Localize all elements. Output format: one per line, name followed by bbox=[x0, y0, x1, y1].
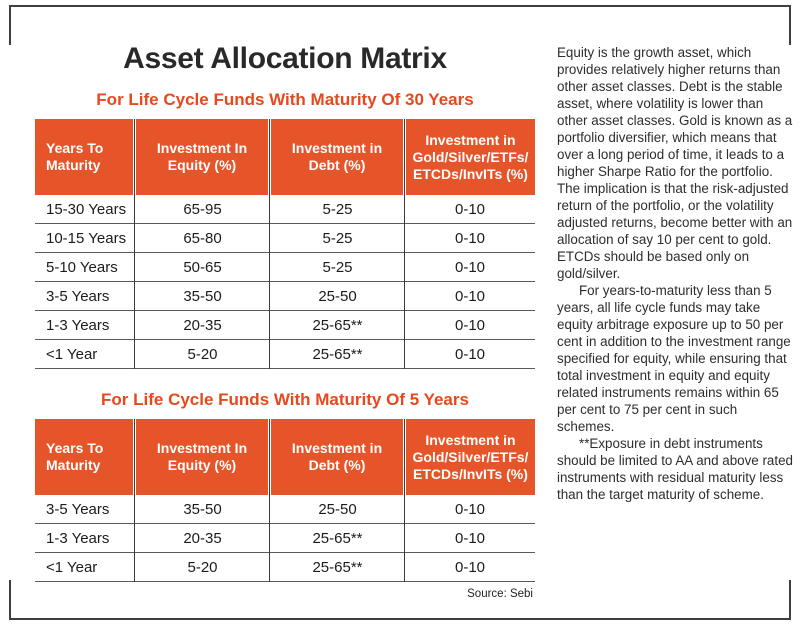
table-cell: 3-5 Years bbox=[46, 500, 110, 518]
column-header: Investment in Debt (%) bbox=[271, 419, 403, 495]
table-cell: 20-35 bbox=[183, 529, 222, 547]
table-cell: 20-35 bbox=[183, 316, 222, 334]
table-cell: 25-50 bbox=[318, 287, 357, 305]
page-title: Asset Allocation Matrix bbox=[123, 42, 447, 75]
frame-border-left-bottom-stub bbox=[9, 580, 11, 620]
column-divider bbox=[134, 419, 135, 582]
table-cell: 35-50 bbox=[183, 500, 222, 518]
table-cell: 5-25 bbox=[322, 229, 353, 247]
table-cell: 10-15 Years bbox=[46, 229, 127, 247]
table-row: <1 Year 5-20 25-65** 0-10 bbox=[35, 340, 535, 369]
tables-column: Asset Allocation Matrix For Life Cycle F… bbox=[35, 42, 535, 600]
table-row: 1-3 Years 20-35 25-65** 0-10 bbox=[35, 311, 535, 340]
table-cell: 65-80 bbox=[183, 229, 222, 247]
frame-border-right-bottom-stub bbox=[789, 580, 791, 620]
column-divider bbox=[134, 119, 135, 369]
table-header-row: Years To Maturity Investment In Equity (… bbox=[35, 419, 535, 495]
frame-border-left-top-stub bbox=[9, 5, 11, 45]
table-row: 15-30 Years 65-95 5-25 0-10 bbox=[35, 195, 535, 224]
column-header: Years To Maturity bbox=[35, 419, 133, 495]
table-header-row: Years To Maturity Investment In Equity (… bbox=[35, 119, 535, 195]
table-cell: 5-25 bbox=[322, 200, 353, 218]
frame-border-bottom bbox=[9, 618, 791, 620]
table-row: 5-10 Years 50-65 5-25 0-10 bbox=[35, 253, 535, 282]
table-cell: 50-65 bbox=[183, 258, 222, 276]
table-cell: 0-10 bbox=[454, 345, 486, 363]
table-cell: 0-10 bbox=[454, 200, 486, 218]
table-cell: 0-10 bbox=[454, 287, 486, 305]
frame-border-top bbox=[9, 5, 791, 7]
table-cell: 0-10 bbox=[454, 258, 486, 276]
table-cell: 5-20 bbox=[187, 558, 218, 576]
table-cell: 0-10 bbox=[454, 558, 486, 576]
table-cell: 5-25 bbox=[322, 258, 353, 276]
table-row: 3-5 Years 35-50 25-50 0-10 bbox=[35, 495, 535, 524]
paragraph-asset-roles: Equity is the growth asset, which provid… bbox=[557, 45, 793, 281]
table1-caption: For Life Cycle Funds With Maturity Of 30… bbox=[96, 90, 474, 109]
table-cell: 15-30 Years bbox=[46, 200, 127, 218]
table-cell: 25-65** bbox=[312, 345, 363, 363]
table-cell: 1-3 Years bbox=[46, 529, 110, 547]
table-cell: 25-50 bbox=[318, 500, 357, 518]
table-cell: 0-10 bbox=[454, 229, 486, 247]
column-header: Investment in Gold/Silver/ETFs/ ETCDs/In… bbox=[406, 419, 535, 495]
table-maturity-30-years: Years To Maturity Investment In Equity (… bbox=[35, 119, 535, 369]
column-divider bbox=[404, 119, 405, 369]
table-row: <1 Year 5-20 25-65** 0-10 bbox=[35, 553, 535, 582]
table-cell: <1 Year bbox=[46, 345, 98, 363]
table-cell: 1-3 Years bbox=[46, 316, 110, 334]
column-header: Investment in Debt (%) bbox=[271, 119, 403, 195]
table-cell: 25-65** bbox=[312, 529, 363, 547]
table-cell: 35-50 bbox=[183, 287, 222, 305]
table-cell: 0-10 bbox=[454, 529, 486, 547]
explanatory-text-column: Equity is the growth asset, which provid… bbox=[557, 44, 797, 503]
table-cell: 5-10 Years bbox=[46, 258, 118, 276]
paragraph-arbitrage-rule: For years-to-maturity less than 5 years,… bbox=[557, 283, 791, 434]
table-cell: <1 Year bbox=[46, 558, 98, 576]
column-header: Investment In Equity (%) bbox=[136, 119, 268, 195]
column-header: Investment in Gold/Silver/ETFs/ ETCDs/In… bbox=[406, 119, 535, 195]
table-maturity-5-years: Years To Maturity Investment In Equity (… bbox=[35, 419, 535, 582]
table-cell: 5-20 bbox=[187, 345, 218, 363]
table-cell: 0-10 bbox=[454, 500, 486, 518]
column-header: Years To Maturity bbox=[35, 119, 133, 195]
column-divider bbox=[269, 419, 270, 582]
source-credit: Source: Sebi bbox=[467, 588, 533, 600]
table-row: 1-3 Years 20-35 25-65** 0-10 bbox=[35, 524, 535, 553]
table-cell: 25-65** bbox=[312, 316, 363, 334]
table2-caption: For Life Cycle Funds With Maturity Of 5 … bbox=[101, 390, 469, 409]
frame-border-right-top-stub bbox=[789, 5, 791, 45]
table-cell: 0-10 bbox=[454, 316, 486, 334]
table-row: 10-15 Years 65-80 5-25 0-10 bbox=[35, 224, 535, 253]
table-cell: 3-5 Years bbox=[46, 287, 110, 305]
table-cell: 25-65** bbox=[312, 558, 363, 576]
table-row: 3-5 Years 35-50 25-50 0-10 bbox=[35, 282, 535, 311]
column-divider bbox=[269, 119, 270, 369]
table-cell: 65-95 bbox=[183, 200, 222, 218]
column-divider bbox=[404, 419, 405, 582]
paragraph-debt-footnote: **Exposure in debt instruments should be… bbox=[557, 436, 793, 502]
column-header: Investment In Equity (%) bbox=[136, 419, 268, 495]
